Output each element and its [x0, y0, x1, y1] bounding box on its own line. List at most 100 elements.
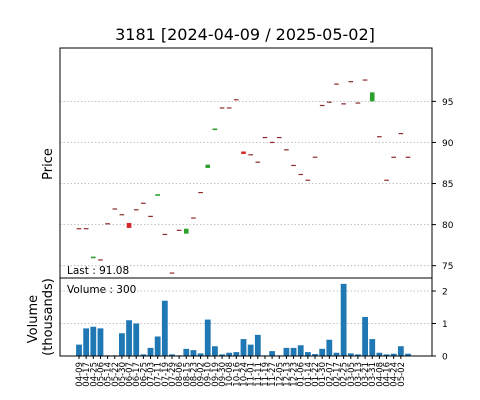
x-tick-label: 08-15: [182, 362, 192, 387]
x-tick-label: 01-22: [311, 362, 321, 387]
price-gridlines: [60, 100, 432, 267]
price-axis-ticks: 75 80 85 90 95: [432, 98, 454, 272]
volume-bar: [283, 347, 290, 356]
candle: [133, 209, 139, 211]
x-tick-label: 07-11: [154, 362, 164, 387]
x-tick-label: 11-11: [254, 362, 264, 387]
x-tick-label: 03-05: [347, 362, 357, 387]
candle: [369, 92, 375, 102]
x-tick-label: 01-30: [318, 362, 328, 387]
candle: [76, 228, 82, 230]
x-tick-label: 04-09: [75, 362, 85, 387]
x-tick-label: 12-13: [282, 362, 292, 387]
x-tick-label: 06-07: [125, 362, 135, 387]
candle: [191, 217, 196, 219]
x-tick-label: 09-02: [197, 362, 207, 387]
x-tick-label: 05-14: [104, 362, 114, 387]
price-tick-label: 85: [442, 180, 453, 190]
x-tick-label: 02-17: [332, 362, 342, 387]
volume-bar: [233, 352, 240, 356]
candle: [91, 256, 96, 259]
volume-panel-frame: [59, 277, 433, 357]
x-tick-label: 01-14: [304, 362, 314, 387]
price-tick-label: 80: [442, 221, 454, 231]
x-tick-label: 03-21: [361, 362, 371, 387]
candle: [276, 136, 282, 139]
candle: [291, 164, 296, 167]
volume-bar: [119, 333, 125, 356]
volume-bar: [204, 319, 211, 356]
x-tick-label: 04-25: [89, 362, 99, 387]
x-tick-label: 04-24: [390, 362, 400, 387]
candle: [255, 161, 261, 163]
x-tick-label: 05-30: [118, 362, 128, 387]
x-tick-label: 10-24: [240, 362, 250, 387]
candle: [377, 136, 382, 138]
volume-bar: [297, 345, 304, 356]
volume-tick-label: 0: [442, 353, 448, 363]
candle: [212, 128, 218, 131]
candle: [348, 81, 354, 83]
candle: [176, 229, 182, 231]
candle: [183, 228, 189, 234]
candle: [334, 83, 339, 85]
x-tick-label: 11-01: [247, 362, 257, 387]
volume-bar: [376, 352, 383, 356]
volume-axis-label-line-2: (thousands): [41, 278, 56, 356]
candle: [362, 79, 368, 81]
candle: [398, 132, 404, 135]
chart-title: 3181 [2024-04-09 / 2025-05-02]: [115, 25, 375, 44]
candle: [269, 141, 275, 144]
volume-bar: [154, 336, 161, 356]
volume-bar: [347, 353, 354, 356]
volume-bar: [247, 344, 254, 356]
x-axis-ticks: 04-0904-1704-2505-0605-1405-2205-3006-07…: [75, 356, 407, 387]
x-tick-label: 08-23: [189, 362, 199, 387]
x-tick-label: 08-06: [175, 362, 185, 387]
x-tick-label: 05-06: [96, 362, 106, 387]
x-tick-label: 12-23: [290, 362, 300, 387]
candle: [327, 101, 332, 103]
candle: [262, 136, 268, 139]
candle: [126, 222, 132, 228]
candle: [83, 228, 89, 230]
candle: [405, 156, 411, 158]
candle: [355, 102, 361, 104]
x-tick-label: 03-31: [368, 362, 378, 387]
x-tick-label: 01-06: [297, 362, 307, 387]
price-tick-label: 95: [442, 98, 453, 108]
volume-bar: [390, 353, 397, 356]
volume-bar: [97, 328, 104, 356]
x-tick-label: 07-29: [168, 362, 178, 387]
price-tick-label: 90: [442, 139, 454, 149]
volume-bar: [340, 283, 347, 356]
candle: [105, 223, 110, 225]
x-tick-label: 07-03: [147, 362, 157, 387]
volume-axis-label: Volume (thousands): [26, 278, 56, 356]
x-tick-label: 05-22: [111, 362, 121, 387]
volume-tick-label: 1: [442, 320, 448, 330]
volume-bar: [304, 352, 311, 356]
x-tick-label: 07-19: [161, 362, 171, 387]
x-tick-label: 11-19: [261, 362, 271, 387]
candle: [248, 154, 253, 156]
volume-bar: [126, 320, 132, 356]
x-tick-label: 04-08: [375, 362, 385, 387]
volume-bar: [140, 354, 147, 356]
volume-bar: [183, 348, 190, 356]
last-price-annotation: Last : 91.08: [67, 265, 129, 277]
candle: [155, 194, 160, 196]
candle: [119, 214, 125, 216]
candle: [234, 99, 239, 101]
candle: [312, 156, 318, 158]
volume-bar: [290, 347, 297, 356]
x-tick-label: 09-19: [211, 362, 221, 387]
volume-bar: [83, 328, 90, 356]
volume-bar: [269, 351, 276, 356]
volume-bar: [90, 326, 97, 356]
volume-bar: [319, 348, 326, 356]
candle: [391, 156, 396, 158]
volume-bar: [197, 353, 204, 356]
x-tick-label: 09-30: [218, 362, 228, 387]
